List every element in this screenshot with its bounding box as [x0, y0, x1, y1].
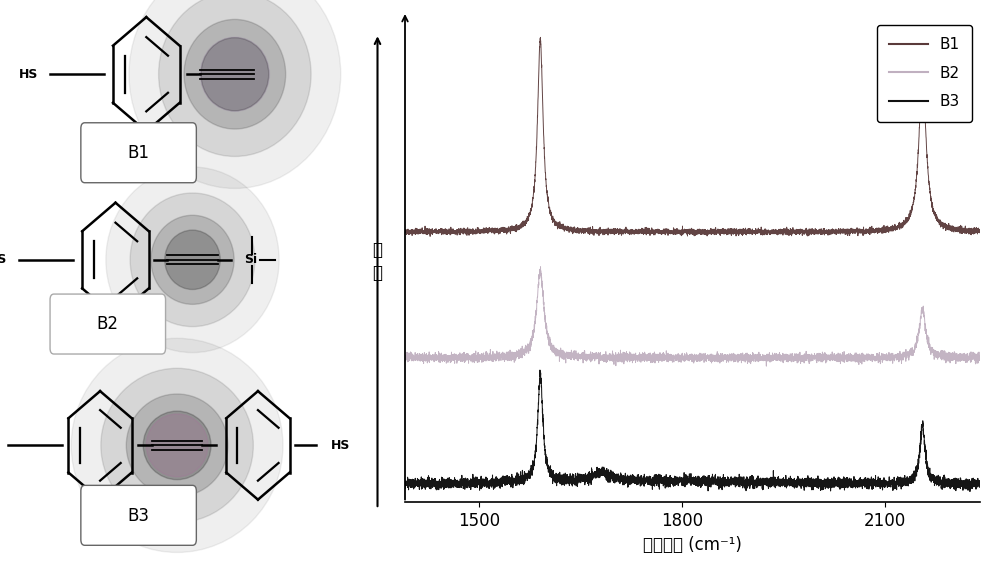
- FancyBboxPatch shape: [81, 123, 196, 183]
- Ellipse shape: [101, 368, 253, 522]
- Ellipse shape: [106, 167, 279, 352]
- Ellipse shape: [130, 193, 255, 327]
- Ellipse shape: [129, 0, 341, 188]
- Text: B3: B3: [128, 506, 150, 525]
- Ellipse shape: [146, 414, 208, 477]
- Text: B2: B2: [97, 315, 119, 333]
- Text: Si: Si: [244, 254, 258, 266]
- Text: HS: HS: [19, 68, 38, 81]
- Ellipse shape: [184, 19, 286, 129]
- Text: B1: B1: [128, 144, 150, 162]
- Legend: B1, B2, B3: B1, B2, B3: [877, 25, 972, 122]
- Ellipse shape: [151, 215, 234, 304]
- FancyBboxPatch shape: [81, 485, 196, 545]
- FancyBboxPatch shape: [50, 294, 166, 354]
- Text: HS: HS: [0, 254, 8, 266]
- Ellipse shape: [200, 37, 270, 111]
- Text: 强
度: 强 度: [372, 241, 382, 282]
- X-axis label: 拉曼位移 (cm⁻¹): 拉曼位移 (cm⁻¹): [643, 536, 742, 554]
- Text: HS: HS: [331, 439, 350, 452]
- Ellipse shape: [143, 411, 211, 480]
- Ellipse shape: [159, 0, 311, 156]
- Ellipse shape: [71, 338, 283, 553]
- Ellipse shape: [126, 394, 228, 497]
- Ellipse shape: [165, 230, 220, 289]
- Ellipse shape: [201, 38, 269, 111]
